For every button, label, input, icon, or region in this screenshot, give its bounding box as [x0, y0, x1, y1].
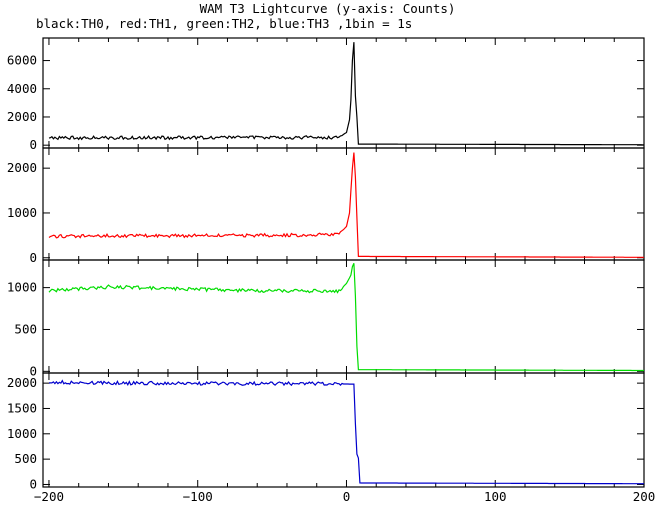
panel-th2: 0 500 1000: [7, 259, 645, 378]
panel-frame: [42, 259, 645, 374]
x-tick-label: −100: [183, 489, 213, 504]
chart-subtitle: black:TH0, red:TH1, green:TH2, blue:TH3 …: [36, 16, 413, 31]
y-tick-label: 6000: [7, 53, 37, 68]
x-tick-label: −200: [34, 489, 64, 504]
y-tick-label: 2000: [7, 109, 37, 124]
y-tick-label: 500: [14, 321, 37, 336]
panel-th3: 0 500 1000 1500 2000: [7, 372, 645, 491]
x-axis-labels: −200 −100 0 100 200: [34, 489, 655, 504]
y-tick-label: 0: [29, 137, 37, 152]
panel-frame: [42, 147, 645, 261]
x-tick-label: 200: [633, 489, 655, 504]
y-tick-label: 1000: [7, 280, 37, 295]
chart-title: WAM T3 Lightcurve (y-axis: Counts): [199, 1, 456, 16]
y-tick-label: 1500: [7, 400, 37, 415]
series-line-th0: [48, 42, 644, 146]
y-tick-label: 0: [29, 250, 37, 265]
y-tick-label: 2000: [7, 375, 37, 390]
y-tick-label: 1000: [7, 205, 37, 220]
panel-th0: 0 2000 4000 6000: [7, 37, 645, 152]
panel-th1: 0 1000 2000: [7, 147, 645, 265]
series-line-th2: [48, 263, 644, 372]
x-tick-label: 0: [343, 489, 351, 504]
panel-frame: [42, 372, 645, 488]
y-tick-label: 0: [29, 363, 37, 378]
y-tick-label: 1000: [7, 426, 37, 441]
series-line-th3: [49, 379, 644, 485]
y-tick-label: 4000: [7, 81, 37, 96]
series-line-th1: [48, 152, 644, 258]
y-tick-label: 2000: [7, 160, 37, 175]
y-tick-label: 500: [14, 451, 37, 466]
panel-frame: [42, 37, 645, 149]
x-tick-label: 100: [484, 489, 507, 504]
y-tick-label: 0: [29, 476, 37, 491]
